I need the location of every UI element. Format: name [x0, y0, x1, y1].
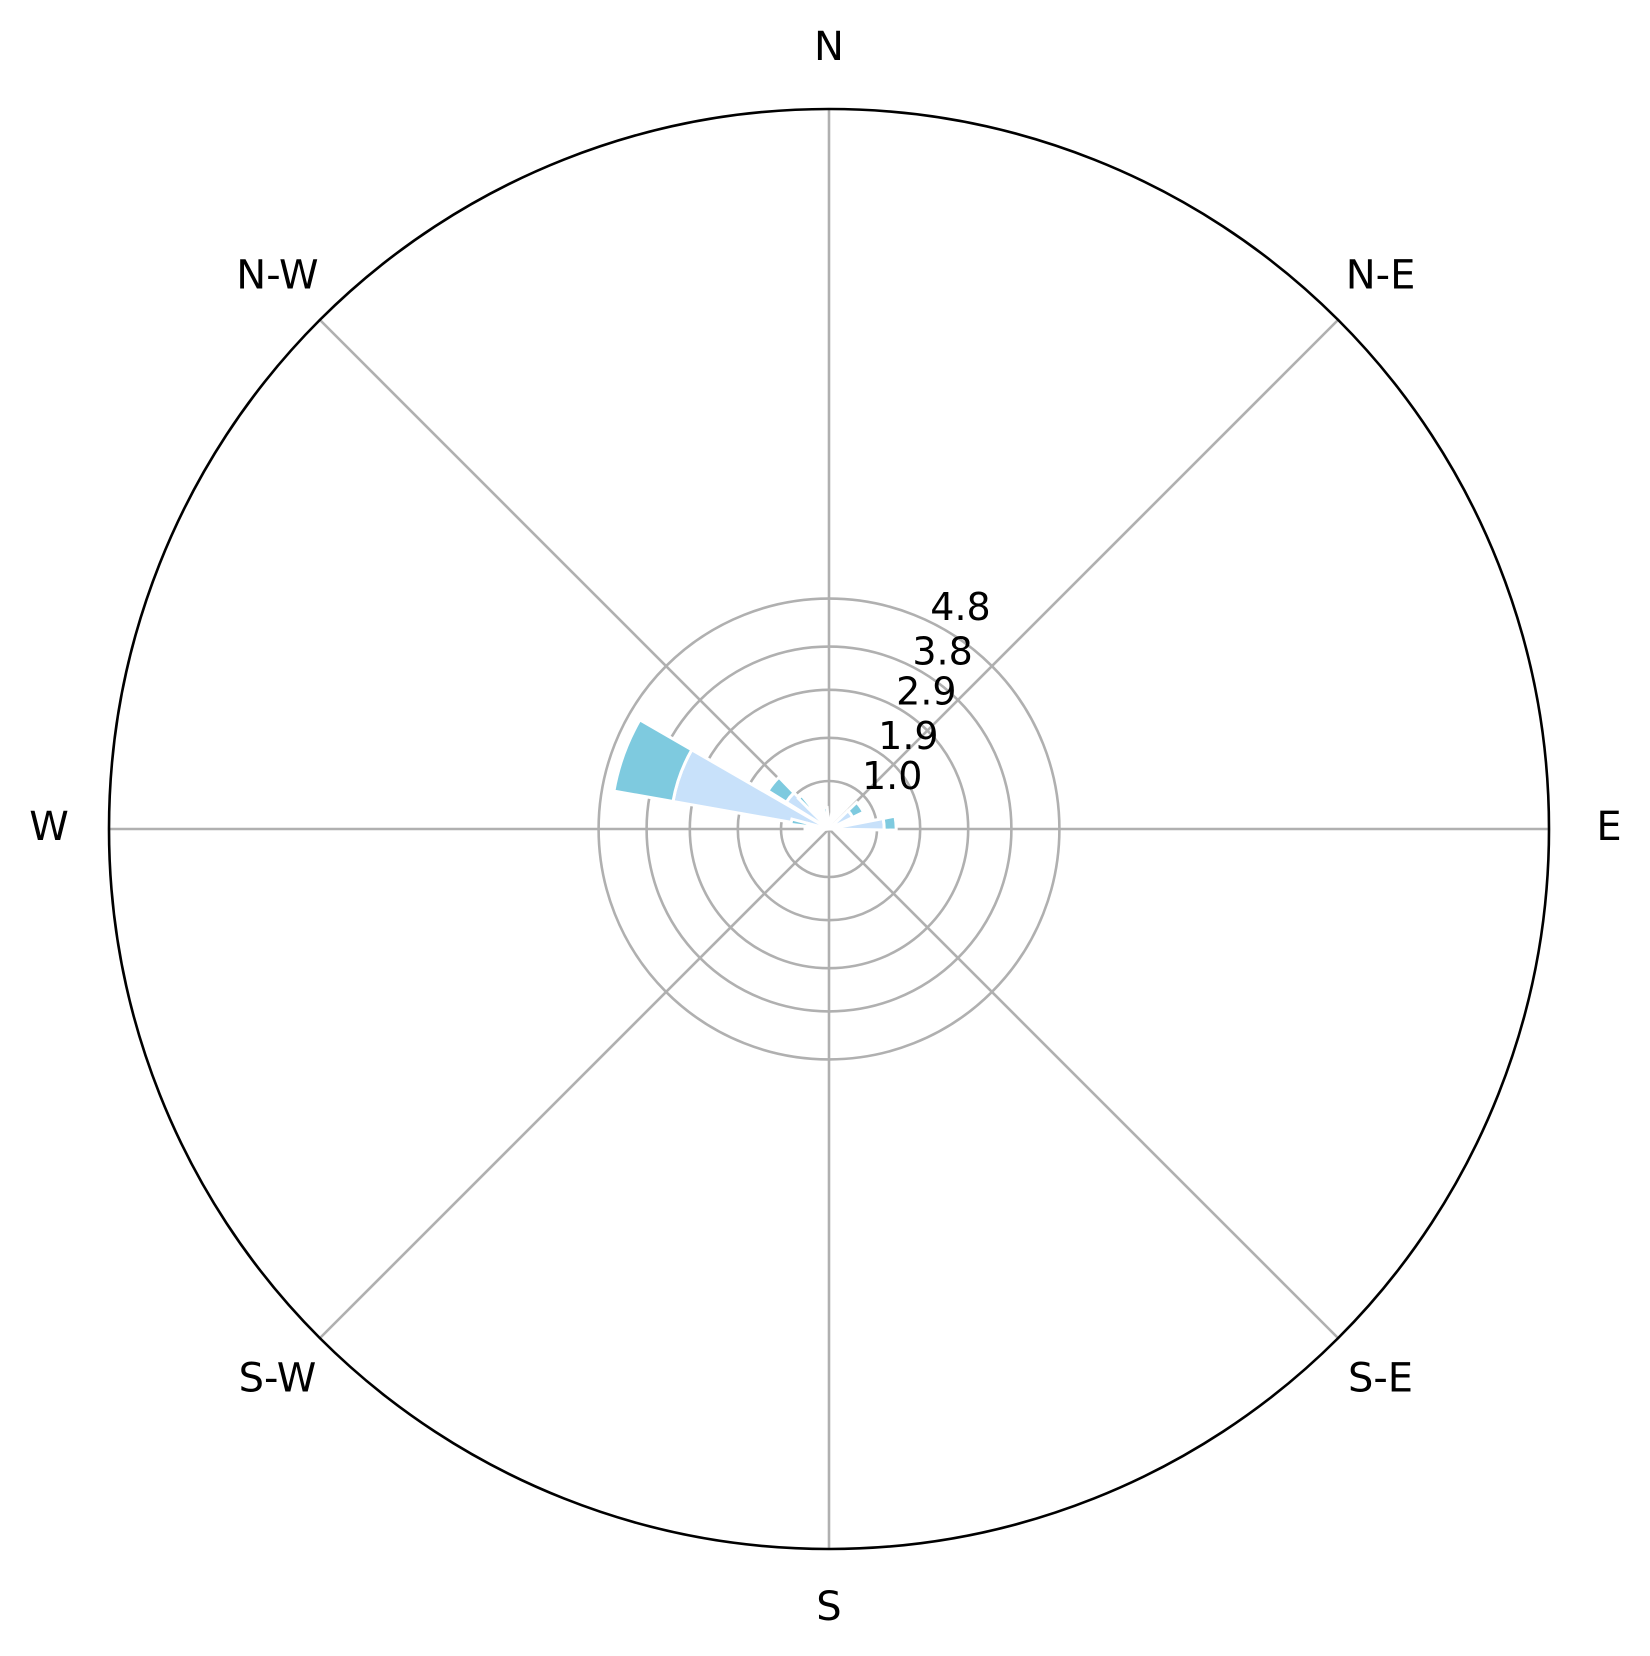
direction-label-n-w: N-W	[236, 252, 318, 298]
radial-tick-label-1: 1.9	[878, 714, 938, 758]
bar-6-stack-1	[829, 810, 837, 820]
bar-8-stack-1	[881, 814, 898, 832]
radial-tick-label-4: 4.8	[930, 585, 990, 629]
wind-bars	[612, 717, 898, 834]
direction-label-s-e: S-E	[1348, 1356, 1413, 1402]
radial-tick-label-0: 1.0	[862, 754, 922, 798]
bar-0-stack-1	[612, 717, 694, 804]
direction-label-s-w: S-W	[239, 1356, 317, 1402]
bar-7-stack-1	[845, 800, 866, 820]
spoke-n-w	[318, 318, 830, 830]
direction-spokes	[109, 109, 1549, 1549]
direction-label-n-e: N-E	[1346, 252, 1416, 298]
bar-5-stack-1	[821, 805, 830, 817]
spoke-s-w	[318, 828, 830, 1340]
direction-label-n: N	[814, 24, 844, 70]
bar-4-stack-0	[803, 827, 830, 834]
bar-2-stack-1	[796, 793, 813, 811]
direction-label-s: S	[816, 1584, 841, 1630]
radial-tick-labels: 1.01.92.93.84.8	[862, 585, 991, 798]
radial-tick-label-3: 3.8	[912, 629, 972, 673]
direction-label-e: E	[1596, 804, 1621, 850]
direction-labels: E N-E N N-W W S-W S S-E	[29, 24, 1621, 1630]
bar-3-stack-1	[789, 817, 810, 829]
polar-outline	[107, 107, 1551, 1551]
direction-label-w: W	[29, 804, 69, 850]
spoke-s-e	[828, 828, 1340, 1340]
spoke-n-e	[828, 318, 1340, 830]
bar-1-stack-1	[765, 775, 797, 805]
radial-tick-label-2: 2.9	[896, 669, 956, 713]
